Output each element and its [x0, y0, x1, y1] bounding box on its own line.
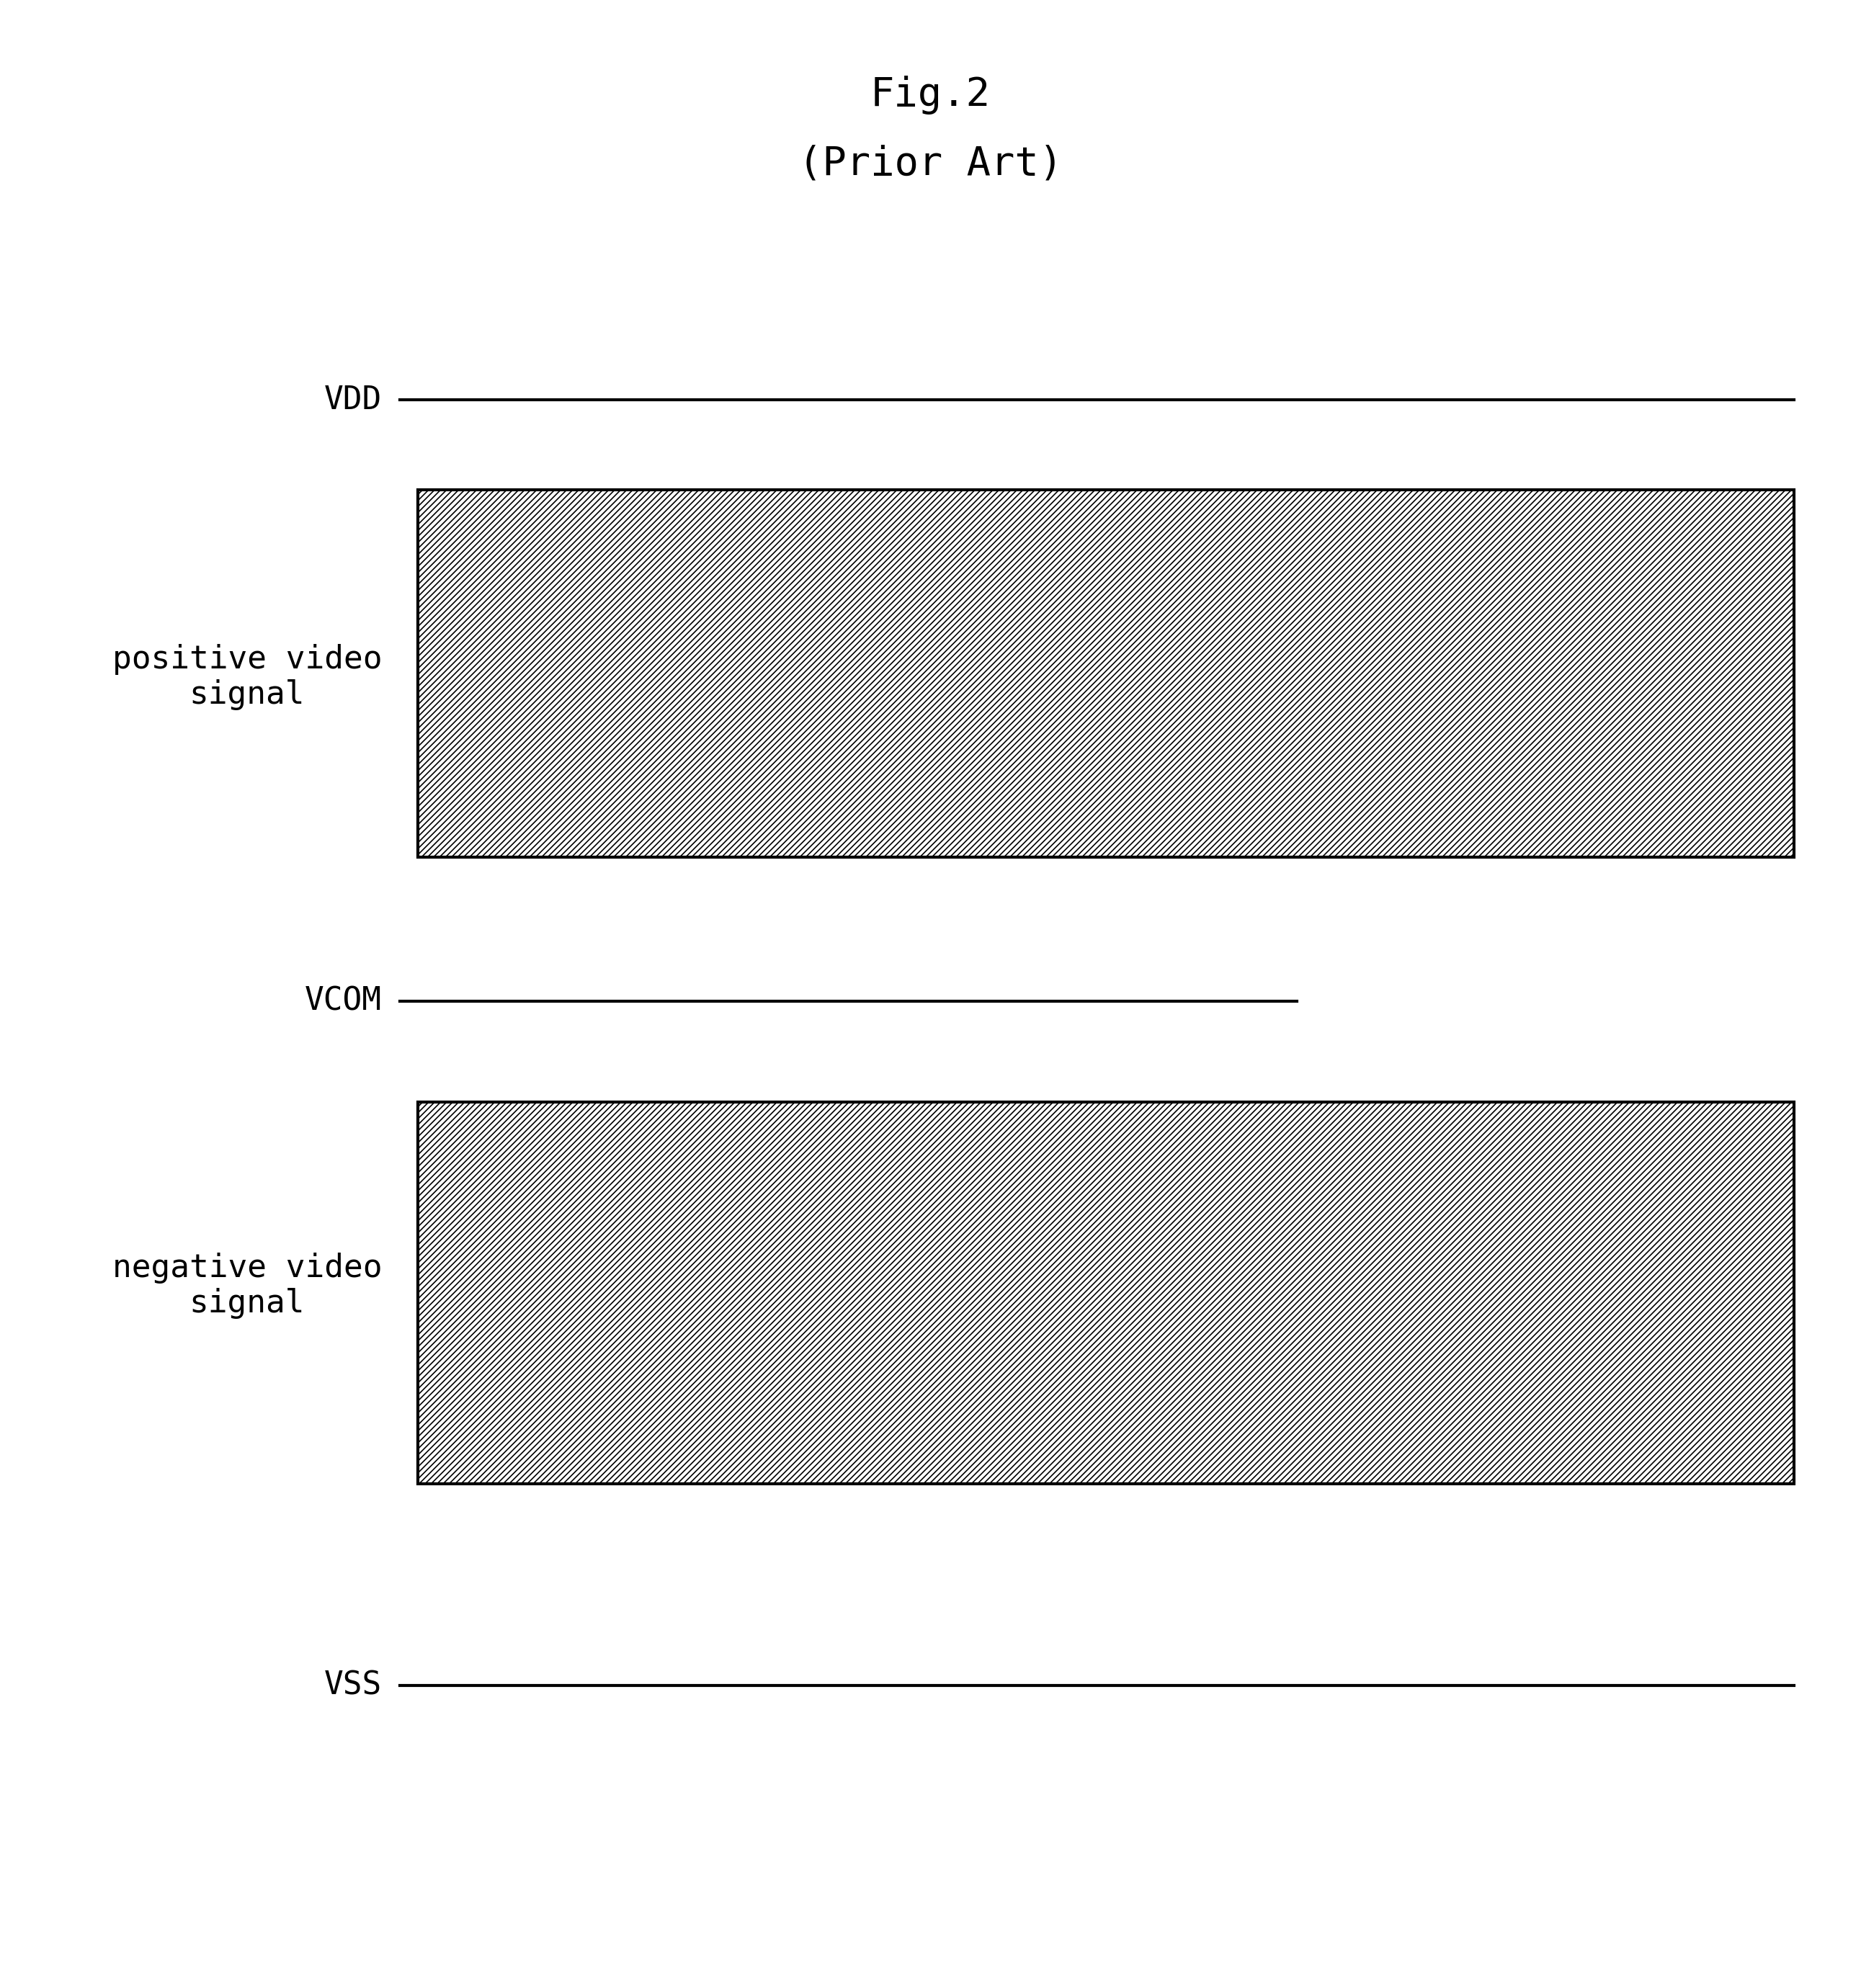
Text: positive video
signal: positive video signal: [112, 644, 382, 710]
Text: VDD: VDD: [324, 384, 382, 415]
Text: Fig.2: Fig.2: [871, 76, 990, 115]
Text: VCOM: VCOM: [305, 986, 382, 1016]
Bar: [419, 489, 1794, 857]
Text: negative video
signal: negative video signal: [112, 1252, 382, 1320]
Text: VSS: VSS: [324, 1670, 382, 1702]
Text: (Prior Art): (Prior Art): [798, 143, 1063, 183]
Bar: [419, 1101, 1794, 1483]
